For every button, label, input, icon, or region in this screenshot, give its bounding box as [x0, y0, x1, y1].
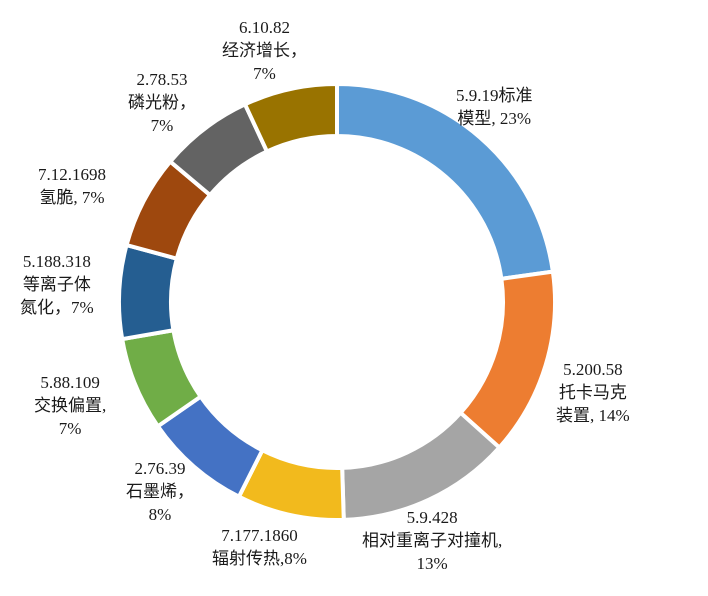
- slice-label-5-line-2: 7%: [58, 419, 82, 438]
- slice-label-1-line-1: 托卡马克: [558, 383, 627, 402]
- slice-label-2: 5.9.428 相对重离子对撞机, 13%: [362, 506, 502, 575]
- slice-label-7-line-0: 7.12.1698: [38, 165, 106, 184]
- donut-slice-6: [117, 242, 180, 342]
- slice-label-4-line-1: 石墨烯，: [126, 482, 194, 501]
- slice-label-5: 5.88.109 交换偏置, 7%: [34, 371, 106, 440]
- slice-label-3-line-0: 7.177.1860: [221, 526, 298, 545]
- slice-label-2-line-2: 13%: [416, 554, 448, 573]
- slice-label-5-line-0: 5.88.109: [40, 373, 100, 392]
- slice-label-4-line-0: 2.76.39: [134, 459, 186, 478]
- donut-slice-1: [457, 269, 557, 451]
- slice-label-7-line-1: 氢脆, 7%: [39, 188, 105, 207]
- slice-label-4: 2.76.39 石墨烯， 8%: [126, 457, 194, 526]
- slice-label-0-line-0: 5.9.19标准: [456, 86, 533, 105]
- slice-label-9-line-2: 7%: [253, 64, 276, 83]
- slice-label-8-line-1: 磷光粉，: [128, 93, 196, 112]
- slice-label-6-line-2: 氮化，7%: [20, 298, 94, 317]
- slice-label-3-line-1: 辐射传热,8%: [212, 549, 307, 568]
- slice-label-5-line-1: 交换偏置,: [34, 396, 107, 415]
- slice-label-4-line-2: 8%: [148, 505, 172, 524]
- slice-label-8-line-0: 2.78.53: [136, 70, 188, 89]
- slice-label-9: 6.10.82 经济增长， 7%: [222, 16, 307, 85]
- slice-label-6-line-1: 等离子体: [22, 275, 91, 294]
- slice-label-2-line-0: 5.9.428: [406, 508, 458, 527]
- slice-label-1: 5.200.58 托卡马克装置, 14%: [556, 358, 630, 427]
- slice-label-1-line-2: 装置, 14%: [556, 406, 630, 425]
- slice-label-6-line-0: 5.188.318: [22, 252, 91, 271]
- slice-label-9-line-0: 6.10.82: [239, 18, 290, 37]
- slice-label-6: 5.188.318 等离子体氮化，7%: [20, 250, 94, 319]
- slice-label-8: 2.78.53 磷光粉， 7%: [128, 68, 196, 137]
- slice-label-0: 5.9.19标准 模型, 23%: [456, 84, 533, 130]
- slice-label-2-line-1: 相对重离子对撞机,: [362, 531, 503, 550]
- donut-slice-2: [340, 409, 503, 522]
- slice-label-1-line-0: 5.200.58: [563, 360, 623, 379]
- slice-label-3: 7.177.1860 辐射传热,8%: [212, 524, 307, 570]
- slice-label-7: 7.12.1698 氢脆, 7%: [38, 163, 106, 209]
- slice-label-0-line-1: 模型, 23%: [457, 109, 532, 128]
- slice-label-8-line-2: 7%: [150, 116, 174, 135]
- slice-label-9-line-1: 经济增长，: [222, 41, 307, 60]
- donut-slice-9: [242, 81, 339, 155]
